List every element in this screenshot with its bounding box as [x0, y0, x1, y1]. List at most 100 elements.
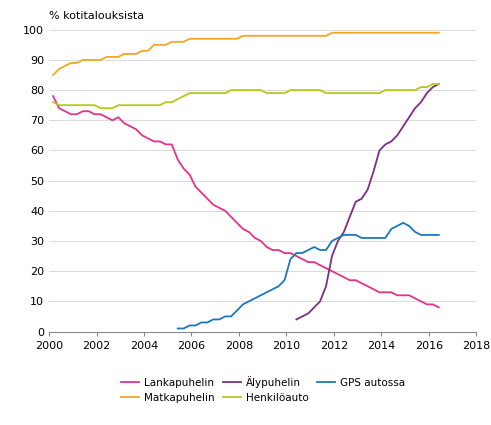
GPS autossa	[240, 302, 246, 307]
GPS autossa	[222, 314, 228, 319]
GPS autossa	[430, 232, 436, 238]
Line: Henkilöauto: Henkilöauto	[53, 84, 439, 108]
Älypuhelin	[294, 317, 300, 322]
GPS autossa	[341, 232, 347, 238]
Lankapuhelin	[50, 94, 56, 99]
GPS autossa	[382, 235, 388, 241]
Line: GPS autossa: GPS autossa	[178, 223, 439, 329]
Henkilöauto	[430, 82, 436, 87]
Matkapuhelin	[50, 72, 56, 77]
GPS autossa	[228, 314, 234, 319]
Älypuhelin	[305, 311, 311, 316]
GPS autossa	[288, 257, 294, 262]
GPS autossa	[258, 293, 264, 298]
Älypuhelin	[388, 139, 394, 144]
Älypuhelin	[311, 305, 317, 310]
Henkilöauto	[359, 91, 365, 96]
Matkapuhelin	[169, 39, 175, 44]
Henkilöauto	[436, 82, 442, 87]
GPS autossa	[217, 317, 222, 322]
Henkilöauto	[175, 96, 181, 102]
GPS autossa	[175, 326, 181, 331]
Matkapuhelin	[329, 30, 335, 35]
Henkilöauto	[228, 88, 234, 93]
GPS autossa	[353, 232, 358, 238]
Älypuhelin	[418, 99, 424, 105]
Älypuhelin	[347, 214, 353, 219]
GPS autossa	[198, 320, 204, 325]
Legend: Lankapuhelin, Matkapuhelin, Älypuhelin, Henkilöauto, GPS autossa: Lankapuhelin, Matkapuhelin, Älypuhelin, …	[121, 376, 405, 403]
Matkapuhelin	[412, 30, 418, 35]
Älypuhelin	[371, 169, 377, 174]
Lankapuhelin	[436, 305, 442, 310]
Älypuhelin	[424, 91, 430, 96]
Älypuhelin	[400, 124, 406, 129]
GPS autossa	[270, 287, 275, 292]
Lankapuhelin	[169, 142, 175, 147]
GPS autossa	[192, 323, 198, 328]
GPS autossa	[388, 227, 394, 232]
GPS autossa	[187, 323, 192, 328]
GPS autossa	[246, 299, 252, 304]
Älypuhelin	[406, 115, 412, 120]
GPS autossa	[418, 232, 424, 238]
Älypuhelin	[394, 133, 400, 138]
Älypuhelin	[377, 148, 382, 153]
GPS autossa	[300, 250, 305, 255]
Henkilöauto	[98, 106, 104, 111]
GPS autossa	[394, 224, 400, 229]
Älypuhelin	[382, 142, 388, 147]
GPS autossa	[317, 247, 323, 252]
GPS autossa	[412, 230, 418, 235]
Line: Matkapuhelin: Matkapuhelin	[53, 33, 439, 75]
GPS autossa	[234, 308, 240, 313]
GPS autossa	[406, 224, 412, 229]
GPS autossa	[371, 235, 377, 241]
Matkapuhelin	[217, 36, 222, 41]
GPS autossa	[347, 232, 353, 238]
GPS autossa	[281, 278, 287, 283]
Älypuhelin	[335, 238, 341, 244]
GPS autossa	[305, 247, 311, 252]
Älypuhelin	[317, 299, 323, 304]
Älypuhelin	[365, 187, 371, 192]
Henkilöauto	[151, 103, 157, 108]
Älypuhelin	[436, 82, 442, 87]
Lankapuhelin	[406, 293, 412, 298]
Matkapuhelin	[436, 30, 442, 35]
Matkapuhelin	[145, 48, 151, 54]
GPS autossa	[311, 244, 317, 249]
Älypuhelin	[323, 284, 329, 289]
GPS autossa	[335, 235, 341, 241]
Älypuhelin	[430, 85, 436, 90]
Lankapuhelin	[353, 278, 358, 283]
GPS autossa	[275, 284, 281, 289]
Henkilöauto	[222, 91, 228, 96]
Henkilöauto	[80, 103, 86, 108]
Line: Lankapuhelin: Lankapuhelin	[53, 96, 439, 307]
Matkapuhelin	[80, 57, 86, 62]
GPS autossa	[323, 247, 329, 252]
GPS autossa	[294, 250, 300, 255]
GPS autossa	[424, 232, 430, 238]
Lankapuhelin	[109, 118, 115, 123]
GPS autossa	[377, 235, 382, 241]
Line: Älypuhelin: Älypuhelin	[297, 84, 439, 320]
Text: % kotitalouksista: % kotitalouksista	[49, 11, 144, 21]
GPS autossa	[436, 232, 442, 238]
GPS autossa	[359, 235, 365, 241]
GPS autossa	[264, 290, 270, 295]
GPS autossa	[204, 320, 210, 325]
GPS autossa	[329, 238, 335, 244]
Älypuhelin	[412, 106, 418, 111]
Älypuhelin	[353, 199, 358, 204]
Älypuhelin	[300, 314, 305, 319]
Älypuhelin	[329, 253, 335, 258]
Lankapuhelin	[217, 205, 222, 210]
GPS autossa	[181, 326, 187, 331]
GPS autossa	[210, 317, 216, 322]
Henkilöauto	[50, 99, 56, 105]
GPS autossa	[365, 235, 371, 241]
GPS autossa	[252, 296, 258, 301]
Matkapuhelin	[359, 30, 365, 35]
